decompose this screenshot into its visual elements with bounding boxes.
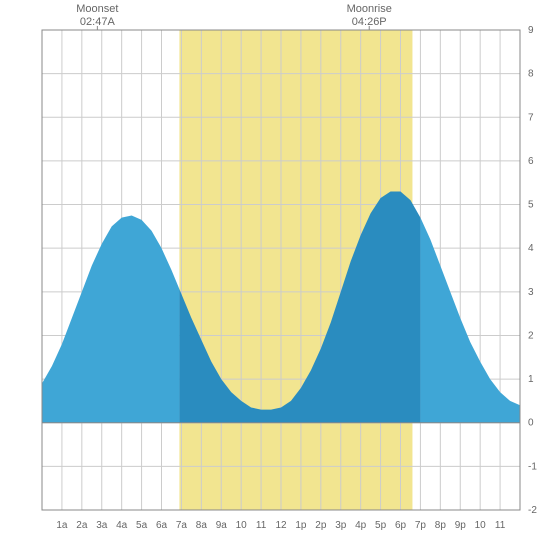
moonset-time: 02:47A — [80, 16, 116, 28]
y-tick-label: 6 — [528, 156, 534, 167]
tide-chart: 1a2a3a4a5a6a7a8a9a1011121p2p3p4p5p6p7p8p… — [0, 0, 550, 550]
x-tick-label: 2a — [76, 520, 88, 531]
x-tick-label: 2p — [315, 520, 327, 531]
x-tick-label: 1a — [56, 520, 68, 531]
x-tick-label: 8a — [196, 520, 208, 531]
chart-svg: 1a2a3a4a5a6a7a8a9a1011121p2p3p4p5p6p7p8p… — [0, 0, 550, 550]
x-tick-label: 5p — [375, 520, 387, 531]
x-tick-label: 11 — [256, 520, 267, 531]
x-tick-label: 8p — [435, 520, 447, 531]
y-tick-label: 2 — [528, 330, 534, 341]
x-tick-label: 9a — [216, 520, 228, 531]
y-tick-label: -1 — [528, 461, 537, 472]
x-tick-label: 5a — [136, 520, 148, 531]
y-tick-label: 3 — [528, 287, 534, 298]
x-tick-label: 11 — [495, 520, 506, 531]
y-tick-label: 0 — [528, 418, 534, 429]
x-tick-label: 12 — [275, 520, 287, 531]
moonrise-time: 04:26P — [352, 16, 387, 28]
x-tick-label: 9p — [455, 520, 467, 531]
y-tick-label: 1 — [528, 374, 534, 385]
moonset-title: Moonset — [76, 3, 118, 15]
y-tick-label: 7 — [528, 112, 534, 123]
y-tick-label: 8 — [528, 69, 534, 80]
x-tick-label: 6a — [156, 520, 168, 531]
moonrise-title: Moonrise — [347, 3, 392, 15]
x-tick-label: 6p — [395, 520, 407, 531]
y-tick-label: -2 — [528, 505, 537, 516]
y-tick-label: 9 — [528, 25, 534, 36]
y-tick-label: 5 — [528, 200, 534, 211]
x-tick-label: 10 — [475, 520, 487, 531]
x-tick-label: 3p — [335, 520, 347, 531]
x-tick-label: 1p — [295, 520, 307, 531]
x-tick-label: 4a — [116, 520, 128, 531]
x-tick-label: 10 — [236, 520, 248, 531]
y-tick-label: 4 — [528, 243, 534, 254]
x-tick-label: 3a — [96, 520, 108, 531]
x-tick-label: 7p — [415, 520, 427, 531]
x-tick-label: 4p — [355, 520, 367, 531]
x-tick-label: 7a — [176, 520, 188, 531]
